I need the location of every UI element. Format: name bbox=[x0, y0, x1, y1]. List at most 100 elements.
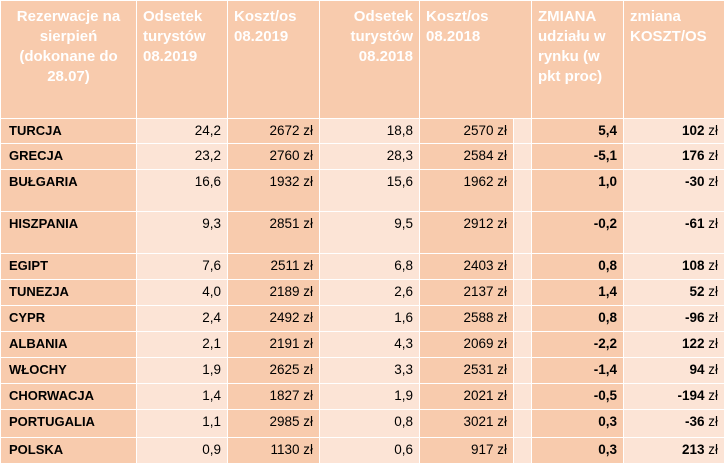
share-2018-cell-value: 9,5 bbox=[394, 216, 413, 231]
share-change-cell: 1,0 bbox=[532, 170, 624, 212]
share-change-cell: -2,2 bbox=[532, 332, 624, 358]
cost-change-cell-value: -96 bbox=[685, 310, 705, 325]
cost-change-cell: 122 zł bbox=[624, 332, 724, 358]
cost-change-cell: -96 zł bbox=[624, 306, 724, 332]
country-cell: ALBANIA bbox=[1, 332, 137, 358]
share-change-cell: -0,5 bbox=[532, 384, 624, 410]
share-change-cell: 0,8 bbox=[532, 306, 624, 332]
country-cell: CYPR bbox=[1, 306, 137, 332]
cost-2019-cell-value: 2672 zł bbox=[269, 123, 313, 138]
country-cell-value: GRECJA bbox=[9, 148, 63, 163]
share-2019-cell: 1,4 bbox=[137, 384, 228, 410]
cost-2019-cell-value: 1932 zł bbox=[269, 174, 313, 189]
share-2018-cell: 0,6 bbox=[320, 438, 420, 464]
share-change-cell: -1,4 bbox=[532, 358, 624, 384]
cost-change-cell-value: 102 bbox=[682, 123, 705, 138]
share-change-cell: 0,8 bbox=[532, 254, 624, 280]
share-change-cell-value: -2,2 bbox=[594, 336, 617, 351]
cost-change-cell-value: 213 bbox=[682, 442, 705, 457]
share-change-cell-value: -0,2 bbox=[594, 216, 617, 231]
cost-2018-cell-value: 3021 zł bbox=[463, 414, 507, 429]
share-2018-cell: 0,8 bbox=[320, 410, 420, 438]
share-2018-cell-value: 0,6 bbox=[394, 442, 413, 457]
country-cell-value: HISZPANIA bbox=[9, 216, 78, 231]
cost-2018-cell: 917 zł bbox=[420, 438, 514, 464]
share-2018-cell-value: 4,3 bbox=[394, 336, 413, 351]
share-change-cell: 1,4 bbox=[532, 280, 624, 306]
share-change-cell: -0,2 bbox=[532, 212, 624, 254]
header-share-2019: Odsetek turystów 08.2019 bbox=[137, 1, 228, 119]
cost-2018-cell: 2531 zł bbox=[420, 358, 514, 384]
share-2019-cell-value: 2,1 bbox=[202, 336, 221, 351]
cost-2018-cell: 2069 zł bbox=[420, 332, 514, 358]
share-2019-cell-value: 1,9 bbox=[202, 362, 221, 377]
country-cell: PORTUGALIA bbox=[1, 410, 137, 438]
spacer-cell bbox=[514, 212, 532, 254]
share-change-cell-value: 1,4 bbox=[598, 284, 617, 299]
country-cell: POLSKA bbox=[1, 438, 137, 464]
country-cell-value: TURCJA bbox=[9, 123, 62, 138]
cost-2019-cell: 2851 zł bbox=[228, 212, 320, 254]
country-cell-value: TUNEZJA bbox=[9, 284, 69, 299]
country-cell-value: PORTUGALIA bbox=[9, 414, 95, 429]
cost-2018-cell: 1962 zł bbox=[420, 170, 514, 212]
share-change-cell-value: -5,1 bbox=[594, 148, 617, 163]
spacer-cell bbox=[514, 280, 532, 306]
cost-change-cell-value: -194 bbox=[677, 388, 704, 403]
cost-2019-cell-value: 1130 zł bbox=[270, 442, 313, 457]
cost-2019-cell-value: 2851 zł bbox=[269, 216, 313, 231]
country-cell: EGIPT bbox=[1, 254, 137, 280]
share-2019-cell-value: 7,6 bbox=[202, 258, 221, 273]
cost-change-cell: 176 zł bbox=[624, 144, 724, 170]
cost-2019-cell: 1130 zł bbox=[228, 438, 320, 464]
cost-change-cell: 52 zł bbox=[624, 280, 724, 306]
currency-unit: zł bbox=[708, 148, 718, 163]
share-2018-cell-value: 1,9 bbox=[394, 388, 413, 403]
cost-2018-cell: 2588 zł bbox=[420, 306, 514, 332]
cost-2018-cell-value: 2588 zł bbox=[463, 310, 507, 325]
share-2018-cell: 3,3 bbox=[320, 358, 420, 384]
share-2019-cell: 9,3 bbox=[137, 212, 228, 254]
currency-unit: zł bbox=[708, 388, 718, 403]
share-2019-cell: 23,2 bbox=[137, 144, 228, 170]
country-cell: HISZPANIA bbox=[1, 212, 137, 254]
cost-2018-cell-value: 2403 zł bbox=[463, 258, 507, 273]
currency-unit: zł bbox=[708, 123, 718, 138]
cost-change-cell-value: -30 bbox=[685, 174, 705, 189]
cost-2019-cell: 2492 zł bbox=[228, 306, 320, 332]
cost-2018-cell-value: 2137 zł bbox=[463, 284, 507, 299]
spacer-cell bbox=[514, 358, 532, 384]
cost-2018-cell: 2570 zł bbox=[420, 119, 514, 144]
share-change-cell-value: -0,5 bbox=[594, 388, 617, 403]
currency-unit: zł bbox=[708, 310, 718, 325]
cost-change-cell: 94 zł bbox=[624, 358, 724, 384]
share-2018-cell: 1,9 bbox=[320, 384, 420, 410]
country-cell-value: CHORWACJA bbox=[9, 388, 94, 403]
share-2019-cell-value: 23,2 bbox=[195, 148, 221, 163]
cost-2018-cell: 2584 zł bbox=[420, 144, 514, 170]
country-cell-value: EGIPT bbox=[9, 258, 48, 273]
cost-change-cell: 102 zł bbox=[624, 119, 724, 144]
share-2019-cell-value: 16,6 bbox=[195, 174, 221, 189]
country-cell: WŁOCHY bbox=[1, 358, 137, 384]
share-2019-cell: 2,1 bbox=[137, 332, 228, 358]
cost-change-cell-value: 176 bbox=[682, 148, 705, 163]
share-2019-cell-value: 1,1 bbox=[202, 414, 221, 429]
currency-unit: zł bbox=[708, 362, 718, 377]
cost-2018-cell: 2137 zł bbox=[420, 280, 514, 306]
spacer-cell bbox=[514, 170, 532, 212]
share-2019-cell-value: 4,0 bbox=[202, 284, 221, 299]
cost-2019-cell-value: 2191 zł bbox=[269, 336, 313, 351]
cost-2019-cell-value: 2625 zł bbox=[269, 362, 313, 377]
header-row: Rezerwacje na sierpień (dokonane do 28.0… bbox=[1, 1, 724, 119]
share-change-cell-value: 0,3 bbox=[598, 442, 617, 457]
cost-change-cell: 108 zł bbox=[624, 254, 724, 280]
spacer-cell bbox=[514, 332, 532, 358]
cost-change-cell: -36 zł bbox=[624, 410, 724, 438]
cost-2019-cell: 1932 zł bbox=[228, 170, 320, 212]
